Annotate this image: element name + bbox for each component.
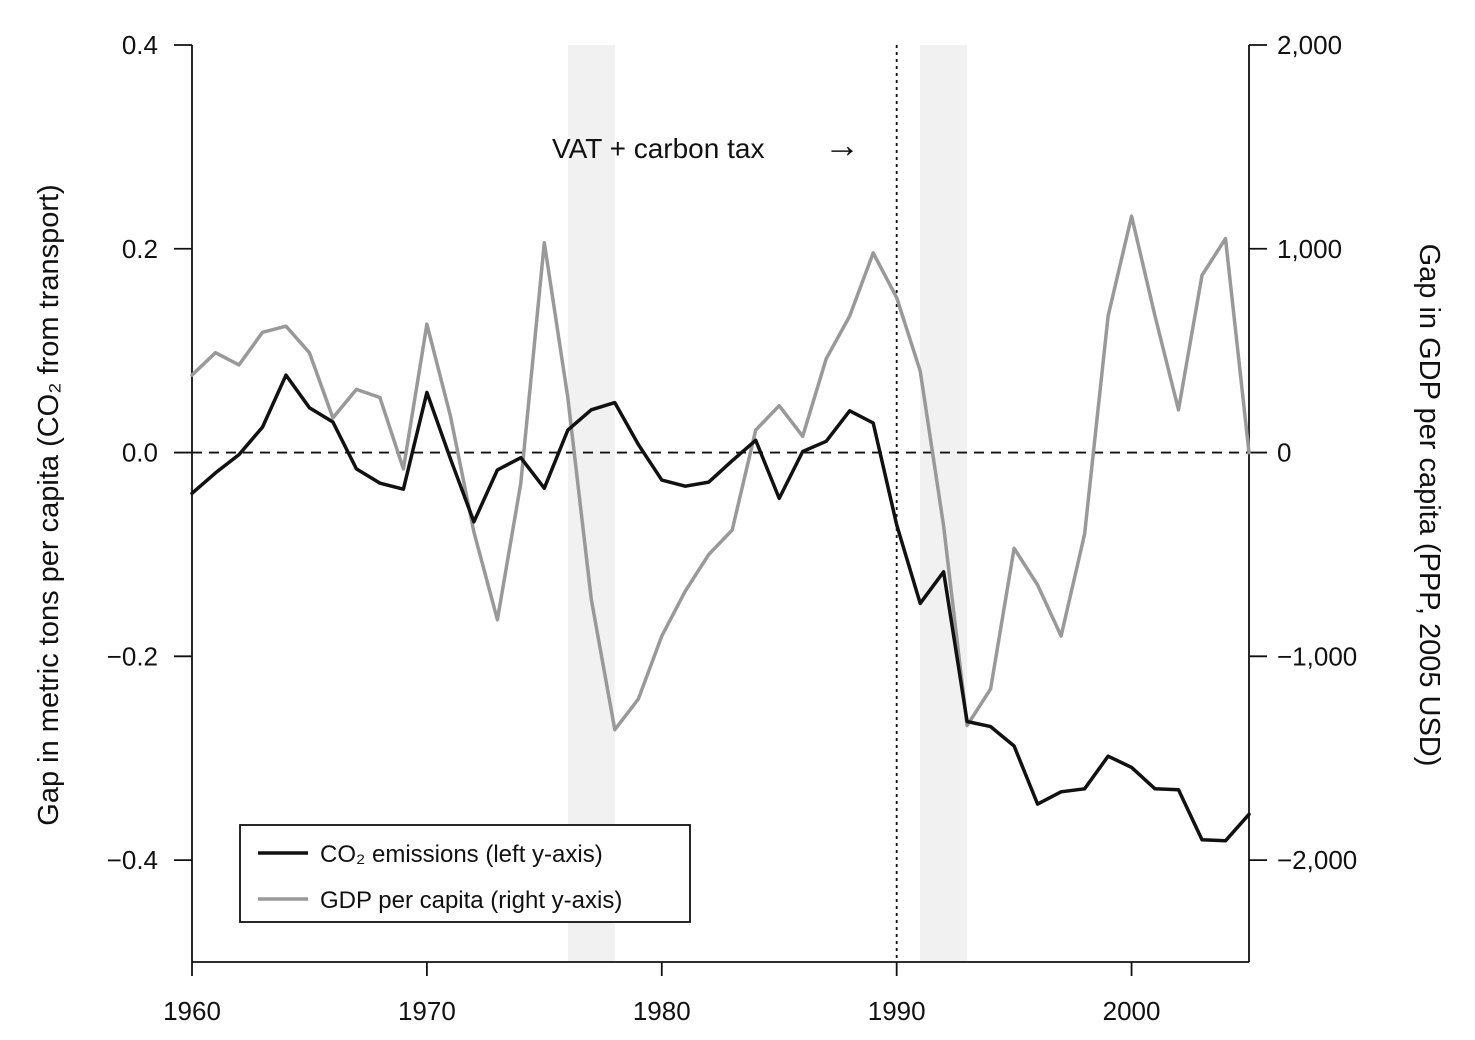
y-right-tick-label: 1,000 bbox=[1277, 234, 1342, 264]
series-line-co2 bbox=[190, 373, 1251, 843]
y-left-tick-label: −0.4 bbox=[107, 845, 158, 875]
legend: CO₂ emissions (left y-axis) GDP per capi… bbox=[239, 824, 691, 923]
y-left-tick-label: 0.4 bbox=[122, 30, 158, 60]
y-right-tick-label: 2,000 bbox=[1277, 30, 1342, 60]
y-right-tick-label: −2,000 bbox=[1277, 845, 1357, 875]
x-tick-label: 1960 bbox=[163, 996, 221, 1026]
y-left-tick-label: 0.0 bbox=[122, 438, 158, 468]
series-line-gdp bbox=[190, 214, 1251, 732]
y-right-tick-label: −1,000 bbox=[1277, 641, 1357, 671]
y-right-tick-label: 0 bbox=[1277, 438, 1291, 468]
shaded-regions bbox=[567, 45, 968, 962]
x-tick-label: 1990 bbox=[868, 996, 926, 1026]
reference-lines bbox=[192, 45, 1249, 962]
shaded-region-0 bbox=[567, 45, 615, 962]
legend-box bbox=[239, 824, 691, 923]
legend-label-gdp: GDP per capita (right y-axis) bbox=[320, 887, 622, 914]
y-left-tick-label: −0.2 bbox=[107, 641, 158, 671]
x-tick-label: 1980 bbox=[633, 996, 691, 1026]
series-lines bbox=[190, 214, 1251, 843]
annotation-label: VAT + carbon tax bbox=[552, 133, 764, 164]
axes: 1960 1970 1980 1990 2000 0.4 0.2 0.0 −0.2 −0.4 2,0… bbox=[107, 30, 1358, 1026]
policy-annotation: VAT + carbon tax → bbox=[552, 124, 860, 165]
y-axis-left-title: Gap in metric tons per capita (CO₂ from … bbox=[33, 184, 65, 825]
legend-label-co2: CO₂ emissions (left y-axis) bbox=[320, 841, 603, 868]
y-axis-right-title: Gap in GDP per capita (PPP, 2005 USD) bbox=[1413, 244, 1445, 767]
x-tick-label: 2000 bbox=[1103, 996, 1161, 1026]
arrow-right-icon: → bbox=[824, 124, 860, 165]
y-left-tick-label: 0.2 bbox=[122, 234, 158, 264]
x-tick-label: 1970 bbox=[398, 996, 456, 1026]
shaded-region-1 bbox=[920, 45, 968, 962]
